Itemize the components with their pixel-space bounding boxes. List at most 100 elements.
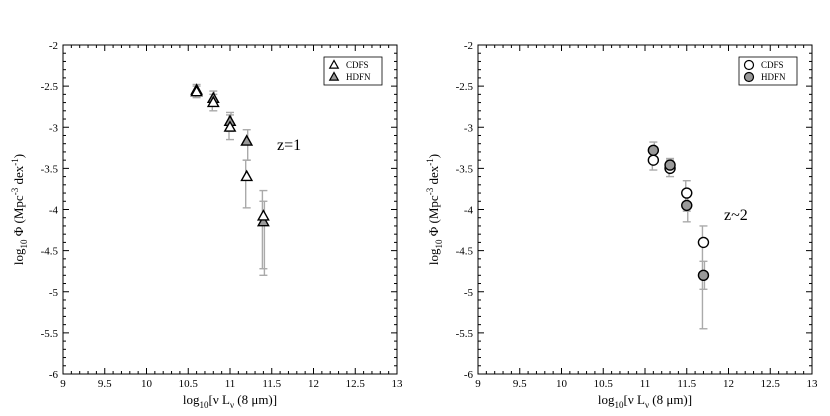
markers-hdfn <box>647 144 710 281</box>
plot-frame <box>62 44 398 375</box>
data-point-hdfn <box>681 199 693 212</box>
y-tick-label: -5.5 <box>456 328 474 340</box>
legend-marker-hdfn <box>743 71 755 83</box>
x-tick-label: 10.5 <box>179 378 199 390</box>
y-axis-label-base: 10 <box>434 239 444 249</box>
x-tick-label: 12 <box>308 378 319 390</box>
series-hdfn <box>192 83 268 276</box>
y-tick-label: -6 <box>464 369 474 381</box>
x-tick-label: 9 <box>475 378 481 390</box>
y-axis-label-quantity: Φ (Mpc <box>11 195 26 239</box>
y-tick-label: -5 <box>464 287 474 299</box>
y-axis-label: log10 Φ (Mpc-3 dex-1) <box>10 154 29 265</box>
data-point-cdfs <box>681 187 693 199</box>
data-point-hdfn <box>697 269 710 281</box>
legend-label-hdfn: HDFN <box>346 72 371 82</box>
y-tick-label: -2 <box>464 40 473 52</box>
y-tick-label: -4.5 <box>41 246 59 258</box>
data-point-hdfn <box>256 214 270 227</box>
x-tick-label: 11.5 <box>262 378 281 390</box>
y-tick-label: -3 <box>49 122 59 134</box>
series-cdfs <box>192 85 268 270</box>
legend-marker-cdfs <box>743 59 755 71</box>
y-axis-label-log: log <box>426 248 441 265</box>
y-axis-label-close: ) <box>11 154 26 158</box>
y-axis-label-quantity: Φ (Mpc <box>426 195 441 239</box>
x-tick-label: 13 <box>392 378 404 390</box>
x-tick-label: 11 <box>640 378 651 390</box>
y-tick-label: -5 <box>49 287 59 299</box>
redshift-annotation: z~2 <box>724 207 748 224</box>
data-point-hdfn <box>647 144 660 156</box>
x-tick-label: 9.5 <box>513 378 527 390</box>
plot-frame <box>477 44 813 375</box>
x-tick-label: 11 <box>225 378 236 390</box>
y-axis-label-exp2: -1 <box>10 158 20 166</box>
markers-cdfs <box>190 84 270 221</box>
legend: CDFS HDFN <box>738 56 798 86</box>
x-tick-label: 9 <box>60 378 66 390</box>
legend-marker-cdfs <box>328 59 340 69</box>
y-axis-label-base: 10 <box>19 239 29 249</box>
legend-marker-hdfn <box>328 71 340 81</box>
y-axis-label-close: ) <box>426 154 441 158</box>
markers-hdfn <box>190 83 270 227</box>
data-point-cdfs <box>240 169 254 182</box>
x-axis-label-wavelength: (8 μm)] <box>234 392 277 407</box>
data-point-cdfs <box>697 236 710 249</box>
data-point-cdfs <box>256 209 270 221</box>
y-tick-label: -5.5 <box>41 328 59 340</box>
chart-panel-left: 9 9.5 10 10.5 11 11.5 12 12.5 13-6-5.5-5-4.5-4-3… <box>10 40 403 410</box>
x-axis-label-log: log <box>598 392 615 407</box>
legend: CDFS HDFN <box>323 56 383 86</box>
y-axis-label-exp1: -3 <box>425 187 435 195</box>
y-tick-label: -3 <box>464 122 474 134</box>
x-tick-label: 10.5 <box>594 378 614 390</box>
data-point-hdfn <box>664 159 676 171</box>
x-tick-label: 12 <box>723 378 734 390</box>
data-point-hdfn <box>240 134 254 146</box>
chart-panel-right: 9 9.5 10 10.5 11 11.5 12 12.5 13-6-5.5-5-4.5-4-3… <box>425 40 818 410</box>
data-point-cdfs <box>190 84 204 97</box>
x-axis-label-subscript: ν <box>230 400 234 410</box>
y-tick-label: -6 <box>49 369 59 381</box>
x-axis-label-base: 10 <box>615 400 625 410</box>
y-axis-label-exp2: -1 <box>425 158 435 166</box>
y-tick-label: -3.5 <box>456 163 474 175</box>
redshift-annotation: z=1 <box>277 137 301 154</box>
legend-label-cdfs: CDFS <box>346 60 369 70</box>
y-tick-label: -2.5 <box>456 81 474 93</box>
legend-label-cdfs: CDFS <box>761 60 784 70</box>
y-axis-label: log10 Φ (Mpc-3 dex-1) <box>425 154 444 265</box>
x-axis-label-quantity: [ν L <box>209 392 230 407</box>
y-tick-label: -4 <box>49 205 59 217</box>
x-tick-label: 12.5 <box>761 378 781 390</box>
y-tick-label: -4.5 <box>456 246 474 258</box>
x-tick-label: 10 <box>141 378 153 390</box>
y-tick-label: -3.5 <box>41 163 59 175</box>
x-axis-label-base: 10 <box>200 400 210 410</box>
y-axis-label-log: log <box>11 248 26 265</box>
y-tick-label: -2.5 <box>41 81 59 93</box>
x-tick-label: 13 <box>807 378 819 390</box>
series-hdfn <box>649 141 708 290</box>
x-tick-label: 11.5 <box>677 378 696 390</box>
x-axis-label-log: log <box>183 392 200 407</box>
x-tick-label: 12.5 <box>346 378 366 390</box>
data-point-cdfs <box>223 120 237 132</box>
x-axis-label-wavelength: (8 μm)] <box>649 392 692 407</box>
x-tick-label: 10 <box>556 378 568 390</box>
x-axis-label: log10[ν Lν (8 μm)] <box>183 392 277 410</box>
x-axis-label: log10[ν Lν (8 μm)] <box>598 392 692 410</box>
legend-label-hdfn: HDFN <box>761 72 786 82</box>
markers-cdfs <box>647 154 710 249</box>
y-tick-label: -4 <box>464 205 474 217</box>
x-axis-label-subscript: ν <box>645 400 649 410</box>
x-axis-label-quantity: [ν L <box>624 392 645 407</box>
x-tick-label: 9.5 <box>98 378 112 390</box>
y-axis-label-dex: dex <box>11 165 26 188</box>
data-point-cdfs <box>206 95 220 108</box>
y-axis-label-exp1: -3 <box>10 187 20 195</box>
y-tick-label: -2 <box>49 40 58 52</box>
